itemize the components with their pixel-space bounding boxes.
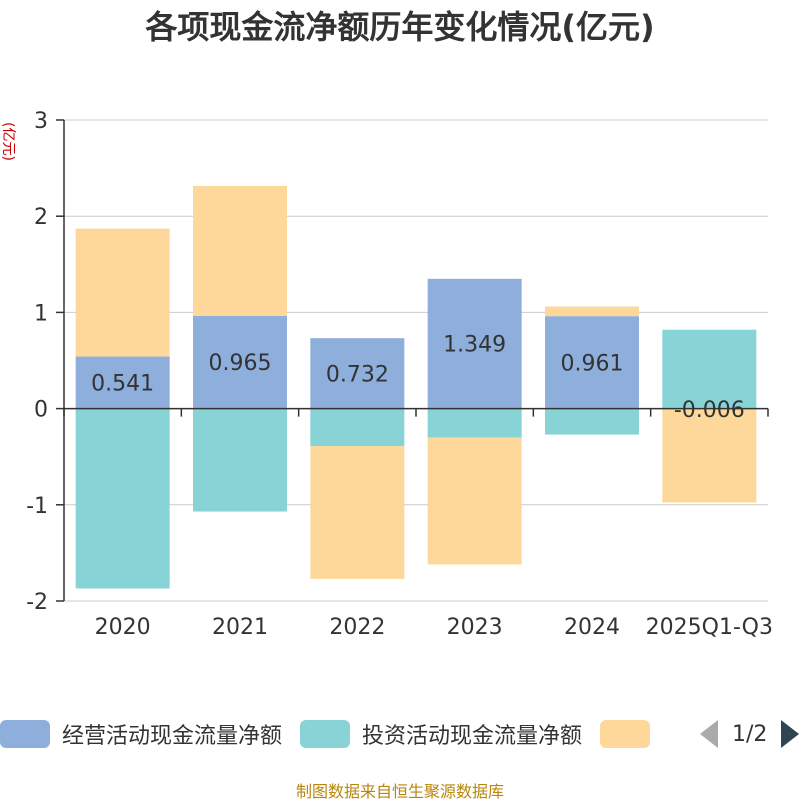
x-tick-label: 2020 — [95, 615, 151, 640]
chart-title: 各项现金流净额历年变化情况(亿元) — [145, 8, 655, 46]
legend-page-indicator: 1/2 — [732, 721, 768, 747]
bar-series0-2022 — [310, 338, 405, 409]
bar-series1-2021 — [193, 408, 287, 512]
bar-series0-2021 — [193, 315, 287, 409]
bar-series1-2022 — [310, 408, 405, 447]
bar-series2-2025Q1-Q3 — [662, 409, 757, 503]
legend-swatch-investing — [300, 720, 351, 748]
y-tick-label: 0 — [34, 398, 48, 423]
y-tick-label: 2 — [34, 205, 48, 230]
legend-label-operating: 经营活动现金流量净额 — [62, 724, 283, 749]
legend: 经营活动现金流量净额 投资活动现金流量净额 — [0, 716, 680, 752]
bar-series1-2020 — [75, 408, 170, 589]
legend-swatch-financing — [600, 720, 651, 748]
data-label-2023: 1.349 — [443, 333, 506, 358]
bar-series1-2023 — [427, 408, 522, 438]
y-tick-label: -1 — [26, 494, 48, 519]
y-tick-label: -2 — [26, 590, 48, 615]
x-tick-label: 2021 — [212, 615, 268, 640]
data-label-2022: 0.732 — [326, 362, 389, 387]
legend-swatch-operating — [0, 720, 50, 748]
data-label-2024: 0.961 — [561, 351, 624, 376]
bar-series0-2023 — [427, 278, 522, 409]
data-source-note: 制图数据来自恒生聚源数据库 — [295, 782, 504, 801]
y-unit-label: (亿元) — [0, 122, 16, 161]
bar-series1-2025Q1-Q3 — [662, 329, 757, 409]
x-tick-label: 2025Q1-Q3 — [646, 615, 773, 640]
bar-series2-2024 — [545, 306, 639, 317]
legend-item-financing[interactable] — [600, 720, 662, 748]
bar-series2-2023 — [427, 437, 522, 565]
bar-series0-2024 — [545, 316, 639, 409]
y-tick-label: 3 — [34, 109, 48, 134]
x-tick-label: 2024 — [564, 615, 620, 640]
legend-pager: 1/2 — [700, 716, 800, 752]
legend-item-operating[interactable]: 经营活动现金流量净额 — [0, 718, 282, 750]
bar-series0-2020 — [75, 356, 170, 409]
legend-prev-page-icon[interactable] — [700, 720, 718, 748]
bar-series1-2024 — [545, 408, 639, 435]
x-tick-label: 2022 — [329, 615, 385, 640]
legend-next-page-icon[interactable] — [781, 720, 800, 748]
data-label-2021: 0.965 — [209, 351, 272, 376]
x-tick-label: 2023 — [447, 615, 503, 640]
bar-series2-2022 — [310, 446, 405, 579]
y-tick-label: 1 — [34, 301, 48, 326]
data-label-2020: 0.541 — [91, 372, 154, 397]
legend-item-investing[interactable]: 投资活动现金流量净额 — [300, 718, 582, 750]
bar-series2-2021 — [193, 185, 287, 316]
data-label-2025Q1-Q3: -0.006 — [674, 398, 745, 423]
legend-label-investing: 投资活动现金流量净额 — [362, 724, 583, 749]
bar-series2-2020 — [75, 228, 170, 357]
